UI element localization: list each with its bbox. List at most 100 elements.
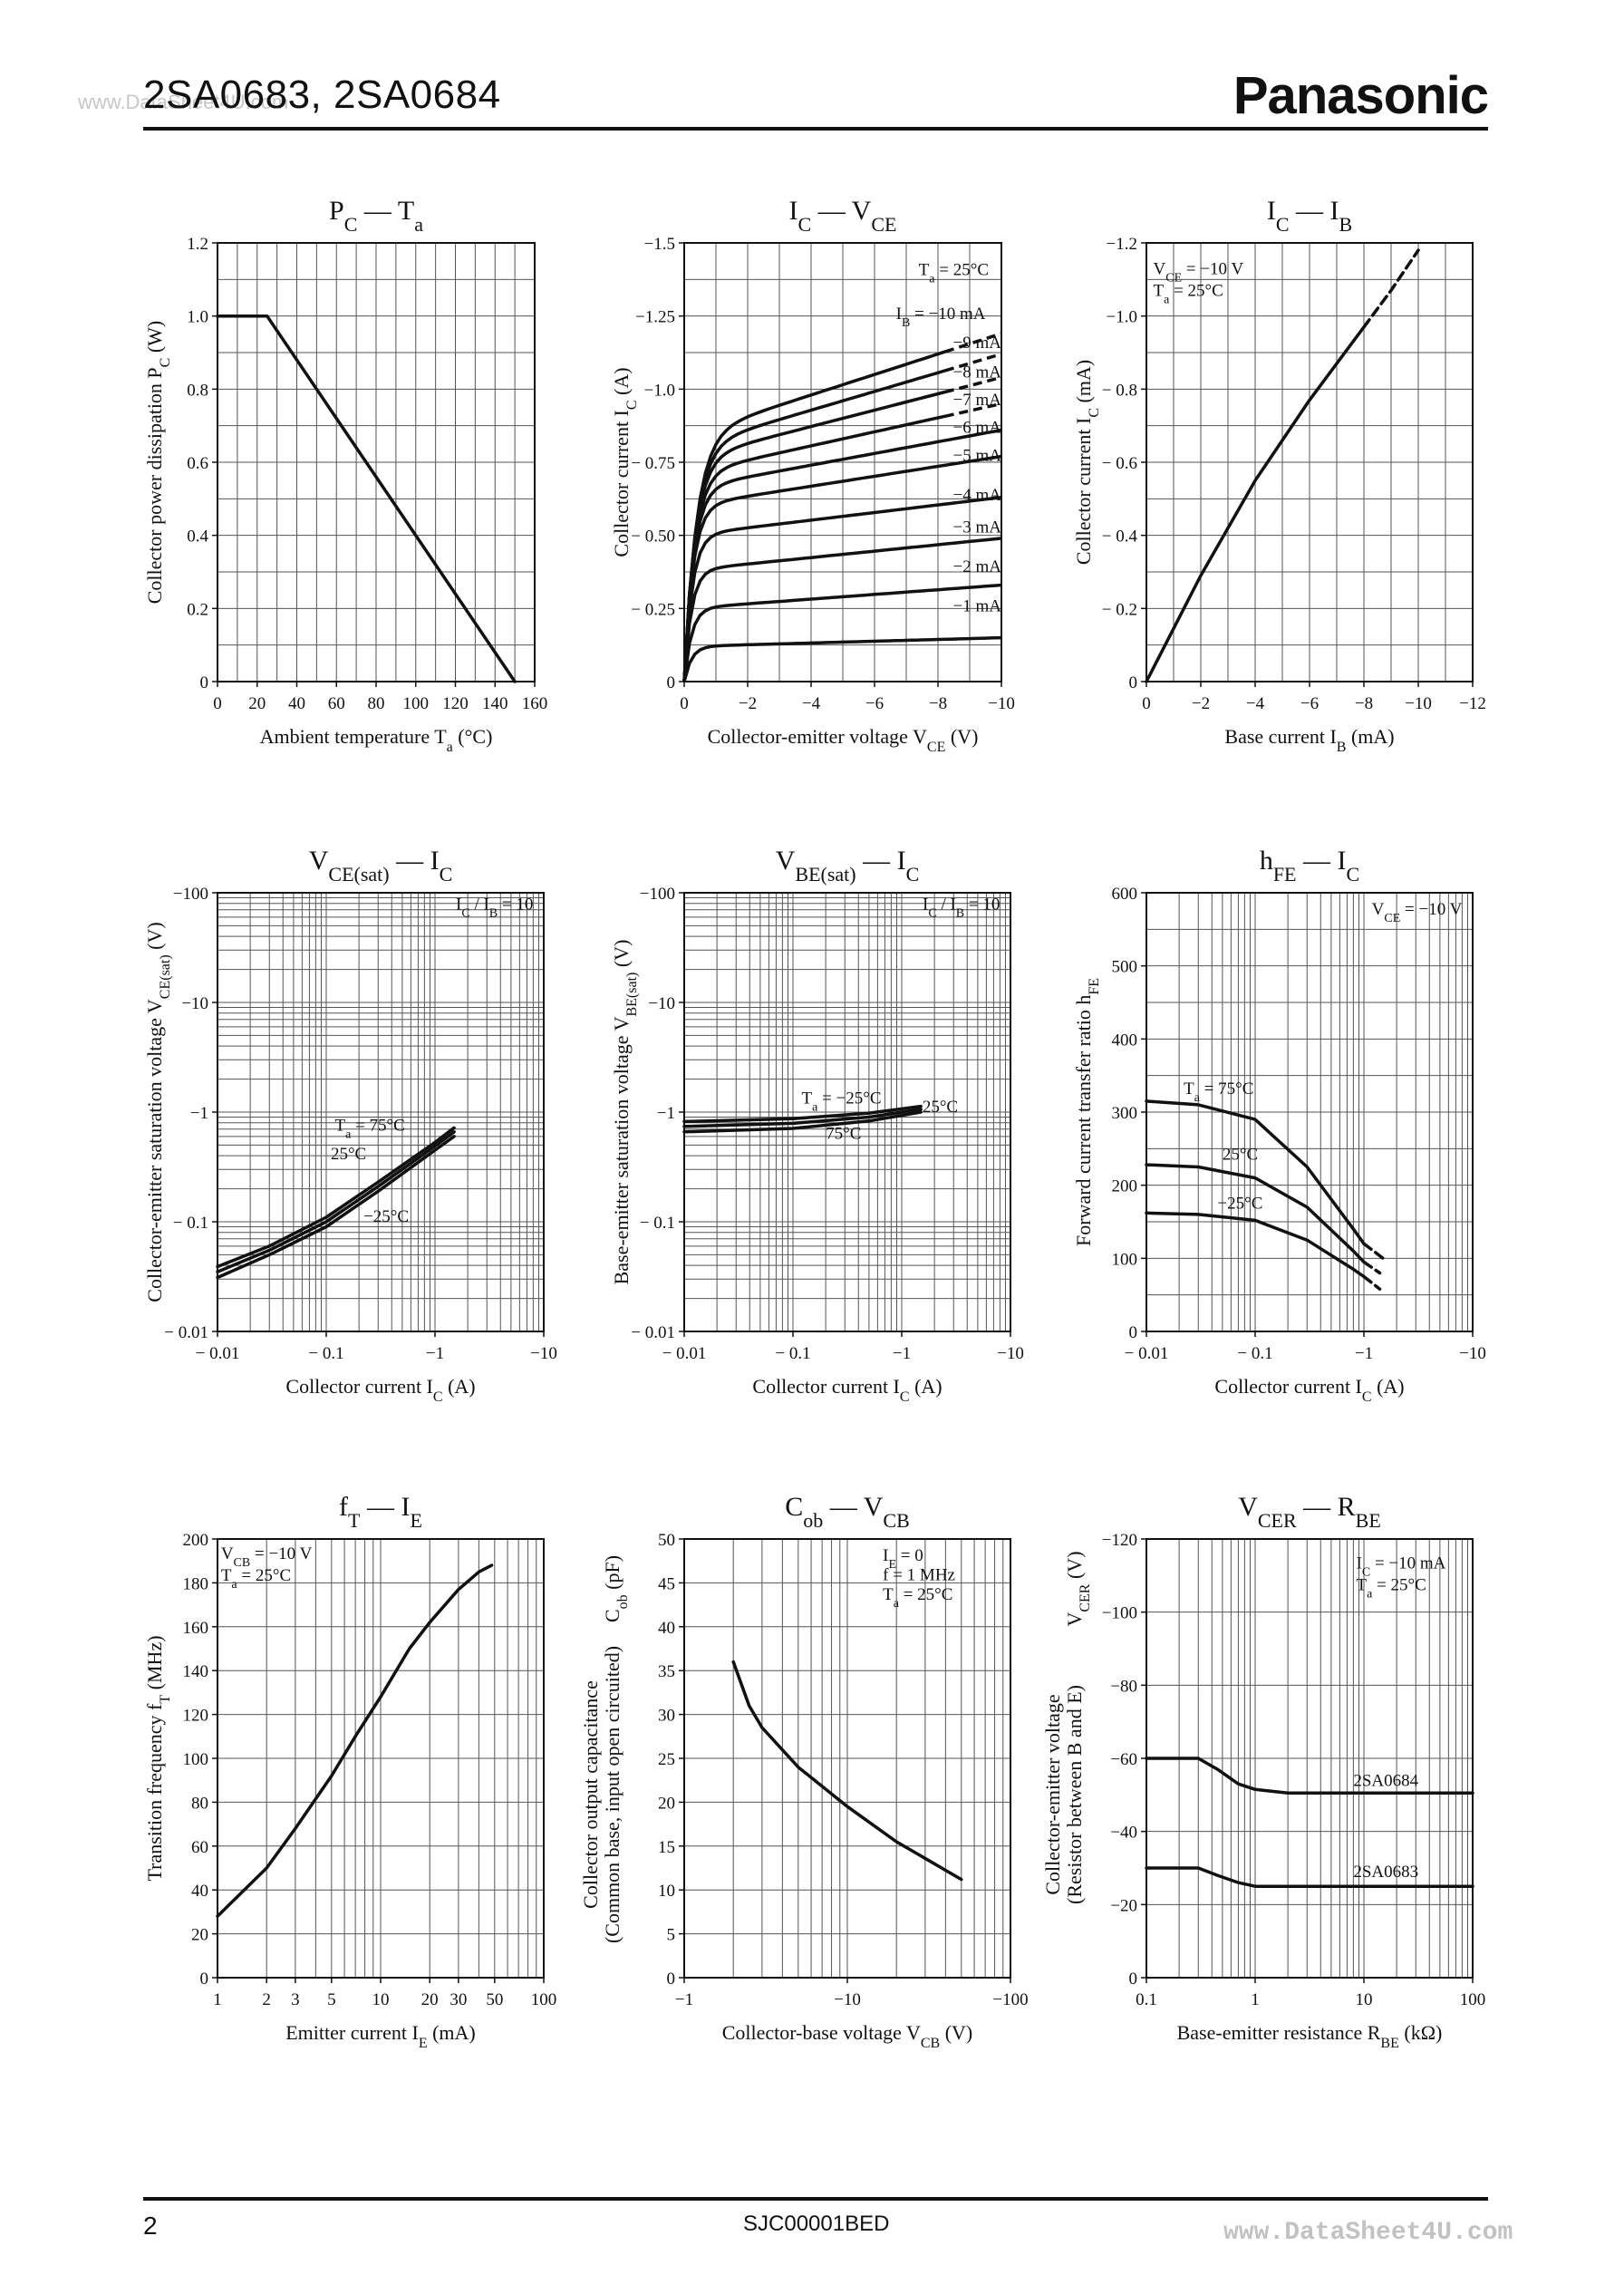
x-tick-label: −2 — [1192, 694, 1210, 713]
x-tick-label: 60 — [328, 694, 345, 713]
x-tick-label: − 0.1 — [1237, 1344, 1272, 1363]
x-tick-label: −2 — [739, 694, 757, 713]
annotation-label: VCE = −10 V — [1372, 900, 1463, 925]
series-line-1mA — [682, 635, 1002, 682]
x-axis-label: Ambient temperature Ta (°C) — [260, 725, 493, 755]
y-tick-label: 300 — [1112, 1104, 1138, 1123]
x-tick-label: − 0.01 — [662, 1344, 707, 1363]
annotation-label: −4 mA — [953, 486, 1002, 505]
series-line-75cdashed — [1362, 1242, 1385, 1261]
y-axis-label: Collector current IC (mA) — [1072, 360, 1102, 565]
chart-title: hFE — IC — [1260, 846, 1359, 886]
x-tick-label: 0 — [680, 694, 689, 713]
annotation-label: 25°C — [331, 1145, 366, 1164]
x-tick-label: −1 — [426, 1344, 444, 1363]
annotation-label: −7 mA — [953, 391, 1002, 410]
x-tick-label: −1 — [893, 1344, 911, 1363]
y-tick-label: −1.2 — [1107, 235, 1137, 254]
y-tick-label: 0.8 — [187, 381, 208, 400]
chart-title: IC — IB — [1267, 196, 1352, 236]
y-tick-label: − 0.8 — [1102, 381, 1137, 400]
series-line-7mA — [682, 412, 954, 682]
x-tick-label: 140 — [482, 694, 508, 713]
x-tick-label: 0 — [213, 694, 222, 713]
annotation-label: −8 mA — [953, 363, 1002, 382]
y-tick-label: −1 — [657, 1104, 675, 1123]
y-tick-label: 0 — [667, 673, 676, 692]
y-axis-label-line2: (Common base, input open circuited) — [601, 1646, 624, 1943]
x-tick-label: 20 — [421, 1990, 439, 2009]
y-tick-label: −1.25 — [635, 308, 675, 327]
x-tick-label: 100 — [531, 1990, 557, 2009]
chart-vcer_rbe: 0.1 1 10 100 0 −20 −40 −60 −80 −100 −120 VCER — RBE… — [1041, 1492, 1485, 2051]
y-tick-label: − 0.4 — [1102, 528, 1138, 547]
y-tick-label: 200 — [183, 1531, 209, 1550]
annotation-label: 75°C — [826, 1125, 861, 1144]
x-tick-label: −10 — [1405, 694, 1432, 713]
y-axis-label-line2: (Resistor between B and E) — [1063, 1685, 1086, 1904]
brand-logo: Panasonic — [1232, 66, 1489, 125]
series-line-2mA — [682, 583, 1002, 682]
annotation-label: Ta = 25°C — [1357, 1575, 1426, 1601]
x-tick-label: 5 — [327, 1990, 336, 2009]
x-tick-label: −10 — [530, 1344, 557, 1363]
chart-ic_ib: 0 −2 −4 −6 −8 −10 −12 0 − 0.2 − 0.4 − 0.6 − 0.8 −1.0… — [1072, 196, 1486, 755]
chart-vbesat_ic: − 0.01 − 0.1 −1 −10 − 0.01 − 0.1 −1 −10 −100 VBE(… — [610, 846, 1024, 1405]
series-line-cob — [731, 1660, 963, 1882]
x-tick-label: −10 — [1459, 1344, 1486, 1363]
x-axis-label: Base current IB (mA) — [1224, 725, 1394, 755]
series-line-10mA — [682, 347, 955, 682]
y-tick-label: 0.4 — [187, 528, 208, 547]
x-axis-label: Collector-base voltage VCB (V) — [722, 2021, 972, 2051]
x-tick-label: − 0.1 — [775, 1344, 810, 1363]
annotation-label: 2SA0684 — [1353, 1771, 1418, 1790]
y-tick-label: 0.2 — [187, 600, 208, 619]
x-tick-label: 0 — [1142, 694, 1151, 713]
page-number: 2 — [143, 2212, 158, 2240]
chart-ft_ie: 1 2 3 5 10 20 30 50 100 0 20 40 60 80 100 120 140 160 180 2… — [143, 1492, 556, 2051]
x-tick-label: 1 — [1251, 1990, 1260, 2009]
y-tick-label: 40 — [191, 1882, 208, 1901]
y-tick-label: 0 — [1129, 673, 1138, 692]
y-tick-label: 0 — [667, 1970, 676, 1989]
annotation-label: Ta = 75°C — [1184, 1079, 1253, 1105]
y-tick-label: 100 — [183, 1750, 209, 1769]
chart-title: Cob — VCB — [785, 1492, 910, 1532]
y-tick-label: −100 — [1102, 1604, 1137, 1623]
y-tick-label: − 0.25 — [631, 600, 675, 619]
y-tick-label: 20 — [658, 1794, 675, 1813]
x-tick-label: 100 — [1460, 1990, 1486, 2009]
x-tick-label: 3 — [291, 1990, 300, 2009]
y-tick-label: −120 — [1102, 1531, 1137, 1550]
chart-title: VCE(sat) — IC — [309, 846, 453, 886]
series-line-25c — [216, 1135, 456, 1280]
y-tick-label: −100 — [640, 885, 675, 904]
y-tick-label: −10 — [648, 994, 675, 1013]
x-tick-label: − 0.01 — [1125, 1344, 1169, 1363]
annotation-label: Ta = 25°C — [883, 1585, 952, 1611]
annotation-label: f = 1 MHz — [883, 1565, 955, 1584]
x-tick-label: − 0.1 — [308, 1344, 343, 1363]
y-tick-label: 35 — [658, 1662, 675, 1681]
document-code: SJC00001BED — [743, 2212, 890, 2236]
y-tick-label: 10 — [658, 1882, 675, 1901]
y-tick-label: − 0.1 — [173, 1214, 208, 1233]
footer-rule — [143, 2197, 1488, 2201]
x-tick-label: −8 — [1355, 694, 1373, 713]
x-tick-label: −100 — [992, 1990, 1028, 2009]
header-rule — [143, 127, 1488, 131]
annotation-label: 25°C — [1223, 1145, 1258, 1164]
series-line-5mA — [682, 454, 1002, 682]
y-tick-label: −1.5 — [644, 235, 675, 254]
series-line-75c — [1145, 1099, 1366, 1245]
x-tick-label: 10 — [372, 1990, 390, 2009]
y-axis-label-symbol: Cob (pF) — [601, 1555, 631, 1622]
y-tick-label: − 0.01 — [631, 1323, 675, 1342]
y-tick-label: 50 — [658, 1531, 675, 1550]
chart-pc_ta: 0 20 40 60 80 100 120 140 160 0 0.2 0.4 0.6 0.8 1.0 1.2… — [143, 196, 547, 755]
y-tick-label: 25 — [658, 1750, 675, 1769]
y-axis-label: Collector current IC (A) — [610, 367, 640, 557]
chart-title: fT — IE — [339, 1492, 422, 1532]
x-tick-label: 20 — [248, 694, 266, 713]
